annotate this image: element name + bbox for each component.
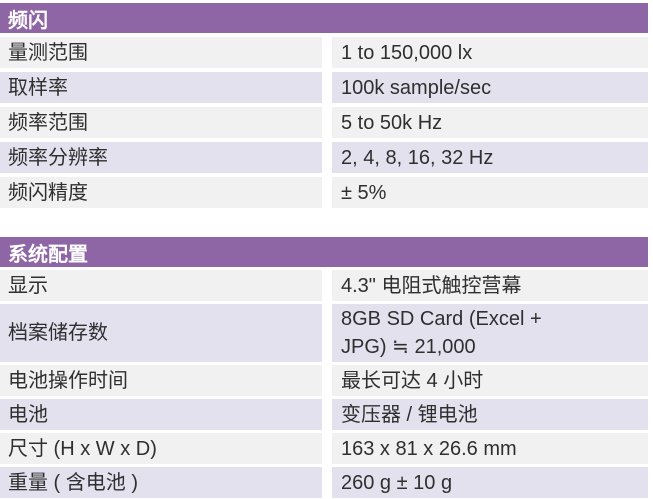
row-value: 1 to 150,000 lx [332, 37, 648, 68]
table-title-text: 系统配置 [8, 243, 88, 266]
system-config-table-title: 系统配置 [0, 237, 648, 267]
row-label: 显示 [0, 270, 322, 301]
column-gutter [322, 37, 332, 68]
row-value-text: 2, 4, 8, 16, 32 Hz [341, 146, 494, 169]
column-gutter [322, 270, 332, 301]
row-label: 频率分辨率 [0, 142, 322, 173]
row-value-text: 8GB SD Card (Excel + JPG) ≒ 21,000 [341, 308, 542, 358]
row-value-text: 1 to 150,000 lx [341, 41, 473, 64]
row-value: 最长可达 4 小时 [332, 365, 648, 396]
table-row: 频率分辨率 2, 4, 8, 16, 32 Hz [0, 142, 648, 173]
row-value: 5 to 50k Hz [332, 107, 648, 138]
row-label: 重量 ( 含电池 ) [0, 467, 322, 498]
row-value-text: 5 to 50k Hz [341, 111, 443, 134]
table-row: 重量 ( 含电池 ) 260 g ± 10 g [0, 467, 648, 498]
row-label-text: 电池操作时间 [8, 369, 128, 392]
row-label-text: 频率范围 [8, 111, 88, 134]
row-label-text: 尺寸 (H x W x D) [8, 437, 157, 460]
row-label: 取样率 [0, 72, 322, 103]
row-value-text: 260 g ± 10 g [341, 471, 453, 494]
row-value-text: ± 5% [341, 181, 387, 204]
row-value: 100k sample/sec [332, 72, 648, 103]
row-label-text: 显示 [8, 274, 48, 297]
row-label: 电池 [0, 399, 322, 430]
flicker-table: 频闪 量测范围 1 to 150,000 lx 取样率 100k sample/… [0, 3, 653, 208]
row-value: 变压器 / 锂电池 [332, 399, 648, 430]
row-value: 163 x 81 x 26.6 mm [332, 433, 648, 464]
flicker-table-title: 频闪 [0, 3, 648, 33]
row-label: 电池操作时间 [0, 365, 322, 396]
column-gutter [322, 107, 332, 138]
row-value: 8GB SD Card (Excel + JPG) ≒ 21,000 [332, 304, 648, 362]
row-label-text: 电池 [8, 403, 48, 426]
row-label: 频率范围 [0, 107, 322, 138]
row-value-text: 变压器 / 锂电池 [341, 403, 478, 426]
row-value-text: 163 x 81 x 26.6 mm [341, 437, 517, 460]
row-value: 2, 4, 8, 16, 32 Hz [332, 142, 648, 173]
row-value: 260 g ± 10 g [332, 467, 648, 498]
column-gutter [322, 433, 332, 464]
column-gutter [322, 142, 332, 173]
table-row: 档案储存数 8GB SD Card (Excel + JPG) ≒ 21,000 [0, 304, 648, 362]
table-row: 频闪精度 ± 5% [0, 177, 648, 208]
column-gutter [322, 177, 332, 208]
table-row: 量测范围 1 to 150,000 lx [0, 37, 648, 68]
table-row: 电池 变压器 / 锂电池 [0, 399, 648, 430]
row-label-text: 频闪精度 [8, 181, 88, 204]
row-label: 尺寸 (H x W x D) [0, 433, 322, 464]
row-label: 档案储存数 [0, 304, 322, 362]
row-label: 频闪精度 [0, 177, 322, 208]
table-row: 电池操作时间 最长可达 4 小时 [0, 365, 648, 396]
row-label-text: 频率分辨率 [8, 146, 108, 169]
table-title-text: 频闪 [8, 9, 48, 32]
row-label-text: 档案储存数 [8, 322, 108, 344]
row-value-text: 最长可达 4 小时 [341, 369, 484, 392]
column-gutter [322, 72, 332, 103]
row-value-text: 100k sample/sec [341, 76, 492, 99]
row-label-text: 取样率 [8, 76, 68, 99]
row-value-text: 4.3" 电阻式触控营幕 [341, 274, 522, 297]
column-gutter [322, 304, 332, 362]
row-value: ± 5% [332, 177, 648, 208]
table-row: 频率范围 5 to 50k Hz [0, 107, 648, 138]
row-value: 4.3" 电阻式触控营幕 [332, 270, 648, 301]
column-gutter [322, 365, 332, 396]
column-gutter [322, 399, 332, 430]
table-row: 取样率 100k sample/sec [0, 72, 648, 103]
row-label: 量测范围 [0, 37, 322, 68]
system-config-table: 系统配置 显示 4.3" 电阻式触控营幕 档案储存数 8GB SD Card (… [0, 237, 653, 498]
row-label-text: 量测范围 [8, 41, 88, 64]
row-label-text: 重量 ( 含电池 ) [8, 471, 138, 494]
table-row: 显示 4.3" 电阻式触控营幕 [0, 270, 648, 301]
table-row: 尺寸 (H x W x D) 163 x 81 x 26.6 mm [0, 433, 648, 464]
column-gutter [322, 467, 332, 498]
